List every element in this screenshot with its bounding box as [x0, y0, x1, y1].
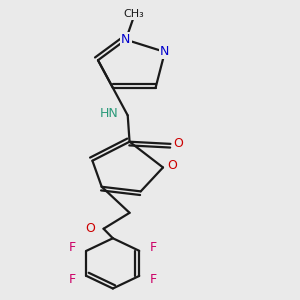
- Text: F: F: [69, 273, 76, 286]
- Text: O: O: [85, 222, 95, 235]
- Text: F: F: [69, 241, 76, 254]
- Text: HN: HN: [100, 107, 118, 120]
- Text: O: O: [174, 137, 184, 150]
- Text: F: F: [150, 273, 157, 286]
- Text: N: N: [160, 45, 170, 58]
- Text: F: F: [150, 241, 157, 254]
- Text: N: N: [121, 33, 130, 46]
- Text: O: O: [167, 159, 177, 172]
- Text: CH₃: CH₃: [123, 9, 144, 19]
